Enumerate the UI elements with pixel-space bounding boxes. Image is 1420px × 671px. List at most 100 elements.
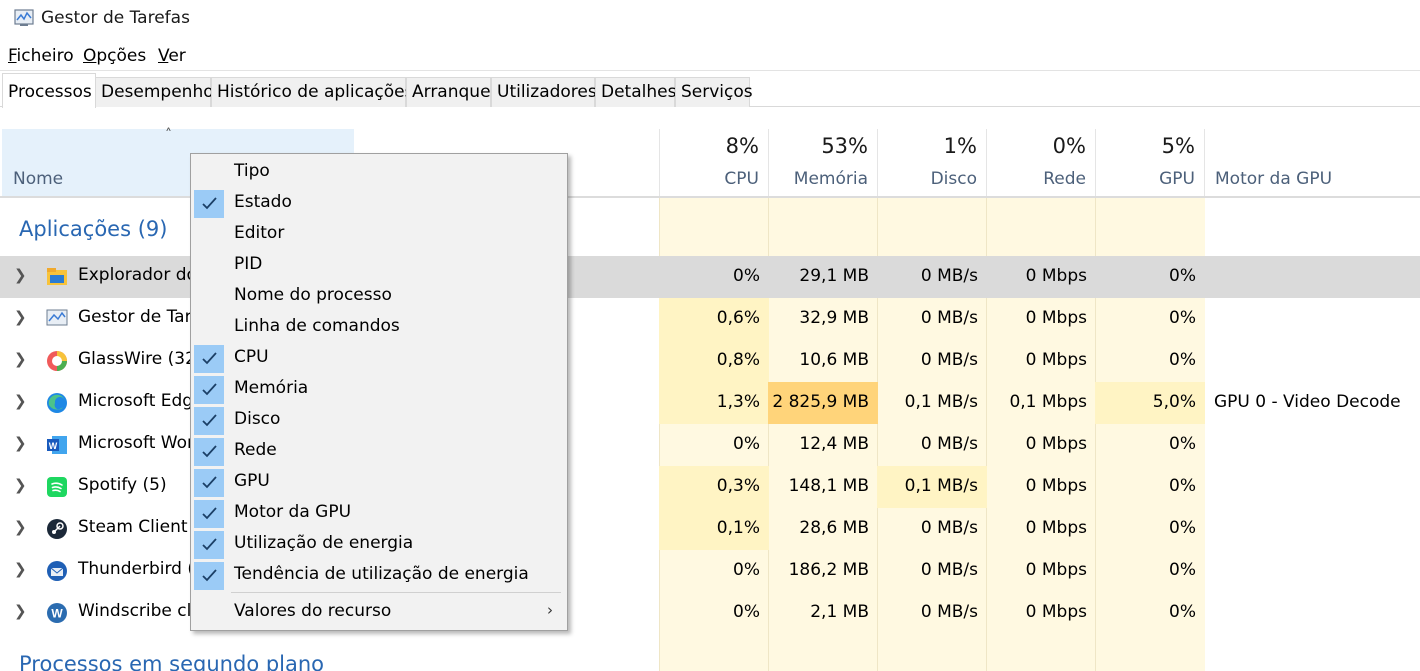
disk-cell: 0 MB/s [920, 602, 978, 622]
memory-column-header[interactable]: 53% Memória [768, 129, 878, 196]
checkmark-icon [194, 376, 224, 404]
gpu-cell: 0% [1169, 350, 1196, 370]
expand-chevron-icon[interactable]: ❯ [14, 350, 27, 368]
gpu-total-pct: 5% [1161, 134, 1195, 158]
menu-item-tend-ncia-de-utiliza-o-de-energia[interactable]: Tendência de utilização de energia [193, 560, 565, 591]
tab-utilizadores[interactable]: Utilizadores [491, 77, 597, 107]
svg-text:W: W [51, 607, 63, 621]
gpu-engine-cell [1204, 298, 1420, 340]
menu-ficheiro[interactable]: Ficheiro [8, 46, 74, 66]
menu-ver[interactable]: Ver [158, 46, 186, 66]
table-row[interactable]: ❯ W Windscribe cli 0% 2,1 MB 0 MB/s 0 Mbps 0% [0, 592, 1420, 634]
cpu-cell: 0,3% [659, 466, 769, 508]
menu-item-label: Tendência de utilização de energia [234, 564, 529, 584]
table-row[interactable]: ❯ Thunderbird (3 0% 186,2 MB 0 MB/s 0 Mbps 0% [0, 550, 1420, 592]
mem-cell: 2,1 MB [810, 602, 869, 622]
checkmark-icon [194, 345, 224, 373]
spotify-icon [45, 475, 69, 499]
net-cell: 0 Mbps [1025, 476, 1087, 496]
glasswire-icon [45, 349, 69, 373]
gpu-engine-cell [1204, 550, 1420, 592]
menu-item-disco[interactable]: Disco [193, 405, 565, 436]
disk-column-header[interactable]: 1% Disco [877, 129, 987, 196]
net-cell: 0 Mbps [1025, 308, 1087, 328]
process-name: Steam Client B [78, 517, 205, 537]
expand-chevron-icon[interactable]: ❯ [14, 602, 27, 620]
cpu-column-header[interactable]: 8% CPU [659, 129, 769, 196]
gpu-engine-column-header[interactable]: Motor da GPU [1204, 129, 1420, 196]
expand-chevron-icon[interactable]: ❯ [14, 560, 27, 578]
menu-item-label: Estado [234, 192, 292, 212]
cpu-cell: 0% [733, 434, 760, 454]
menu-item-label: Editor [234, 223, 285, 243]
cpu-header-label: CPU [724, 169, 759, 189]
table-row[interactable]: ❯ Spotify (5) 0,3% 148,1 MB 0,1 MB/s 0 Mbps 0% [0, 466, 1420, 508]
window-title: Gestor de Tarefas [41, 8, 190, 28]
menu-item-editor[interactable]: Editor [193, 219, 565, 250]
tab-servicos[interactable]: Serviços [675, 77, 753, 107]
table-row[interactable]: ❯ Steam Client B 0,1% 28,6 MB 0 MB/s 0 Mbps 0% [0, 508, 1420, 550]
menu-item-nome-do-processo[interactable]: Nome do processo [193, 281, 565, 312]
network-column-header[interactable]: 0% Rede [986, 129, 1096, 196]
expand-chevron-icon[interactable]: ❯ [14, 518, 27, 536]
tab-historico-aplicacoes[interactable]: Histórico de aplicações [211, 77, 413, 107]
table-row[interactable]: ❯ Gestor de Tare 0,6% 32,9 MB 0 MB/s 0 Mbps 0% [0, 298, 1420, 340]
tab-desempenho[interactable]: Desempenho [95, 77, 214, 107]
mem-cell: 10,6 MB [799, 350, 869, 370]
process-name: Microsoft Wor [78, 433, 194, 453]
tab-detalhes[interactable]: Detalhes [595, 77, 676, 107]
gpu-engine-cell [1204, 424, 1420, 466]
process-name: Windscribe cli [78, 601, 197, 621]
checkmark-icon [194, 500, 224, 528]
process-name: Thunderbird (3 [78, 559, 205, 579]
cpu-cell: 0,6% [659, 298, 769, 340]
menu-item-mem-ria[interactable]: Memória [193, 374, 565, 405]
windscribe-icon: W [45, 601, 69, 625]
menu-item-label: Nome do processo [234, 285, 392, 305]
net-cell: 0 Mbps [1025, 518, 1087, 538]
menu-opcoes[interactable]: Opções [83, 46, 147, 66]
checkmark-icon [194, 438, 224, 466]
menu-item-label: Utilização de energia [234, 533, 414, 553]
net-cell: 0 Mbps [1025, 266, 1087, 286]
menu-item-cpu[interactable]: CPU [193, 343, 565, 374]
table-row[interactable]: ❯ GlassWire (32 0,8% 10,6 MB 0 MB/s 0 Mbps 0% [0, 340, 1420, 382]
menu-item-pid[interactable]: PID [193, 250, 565, 281]
gpu-engine-cell [1204, 592, 1420, 634]
checkmark-icon [194, 469, 224, 497]
menu-item-gpu[interactable]: GPU [193, 467, 565, 498]
expand-chevron-icon[interactable]: ❯ [14, 476, 27, 494]
disk-cell: 0 MB/s [920, 350, 978, 370]
menu-item-rede[interactable]: Rede [193, 436, 565, 467]
expand-chevron-icon[interactable]: ❯ [14, 308, 27, 326]
mem-cell: 12,4 MB [799, 434, 869, 454]
menu-item-estado[interactable]: Estado [193, 188, 565, 219]
menu-item-label: CPU [234, 347, 269, 367]
process-name: Microsoft Edg [78, 391, 194, 411]
group-apps-title[interactable]: Aplicações (9) [19, 217, 168, 241]
expand-chevron-icon[interactable]: ❯ [14, 434, 27, 452]
tab-bar: Processos Desempenho Histórico de aplica… [0, 70, 1420, 108]
menu-item-label: Valores do recurso [234, 601, 392, 621]
mem-cell: 32,9 MB [799, 308, 869, 328]
disk-total-pct: 1% [943, 134, 977, 158]
gpu-column-header[interactable]: 5% GPU [1095, 129, 1205, 196]
tab-arranque[interactable]: Arranque [406, 77, 491, 107]
gpu-header-label: GPU [1159, 169, 1195, 189]
memory-total-pct: 53% [821, 134, 868, 158]
table-row[interactable]: ❯ Microsoft Edg 1,3% 2 825,9 MB 0,1 MB/s 0,1 … [0, 382, 1420, 424]
menu-item-valores-do-recurso[interactable]: Valores do recurso › [193, 597, 565, 628]
process-name: Gestor de Tare [78, 307, 202, 327]
net-cell: 0 Mbps [1025, 602, 1087, 622]
table-row[interactable]: ❯ W Microsoft Wor 0% 12,4 MB 0 MB/s 0 Mbps 0% [0, 424, 1420, 466]
expand-chevron-icon[interactable]: ❯ [14, 392, 27, 410]
menu-item-utiliza-o-de-energia[interactable]: Utilização de energia [193, 529, 565, 560]
network-header-label: Rede [1043, 169, 1086, 189]
group-background-title[interactable]: Processos em segundo plano [19, 652, 325, 671]
menu-item-tipo[interactable]: Tipo [193, 157, 565, 188]
menu-item-motor-da-gpu[interactable]: Motor da GPU [193, 498, 565, 529]
menu-item-linha-de-comandos[interactable]: Linha de comandos [193, 312, 565, 343]
expand-chevron-icon[interactable]: ❯ [14, 266, 27, 284]
tab-processos[interactable]: Processos [2, 73, 96, 108]
checkmark-icon [194, 531, 224, 559]
